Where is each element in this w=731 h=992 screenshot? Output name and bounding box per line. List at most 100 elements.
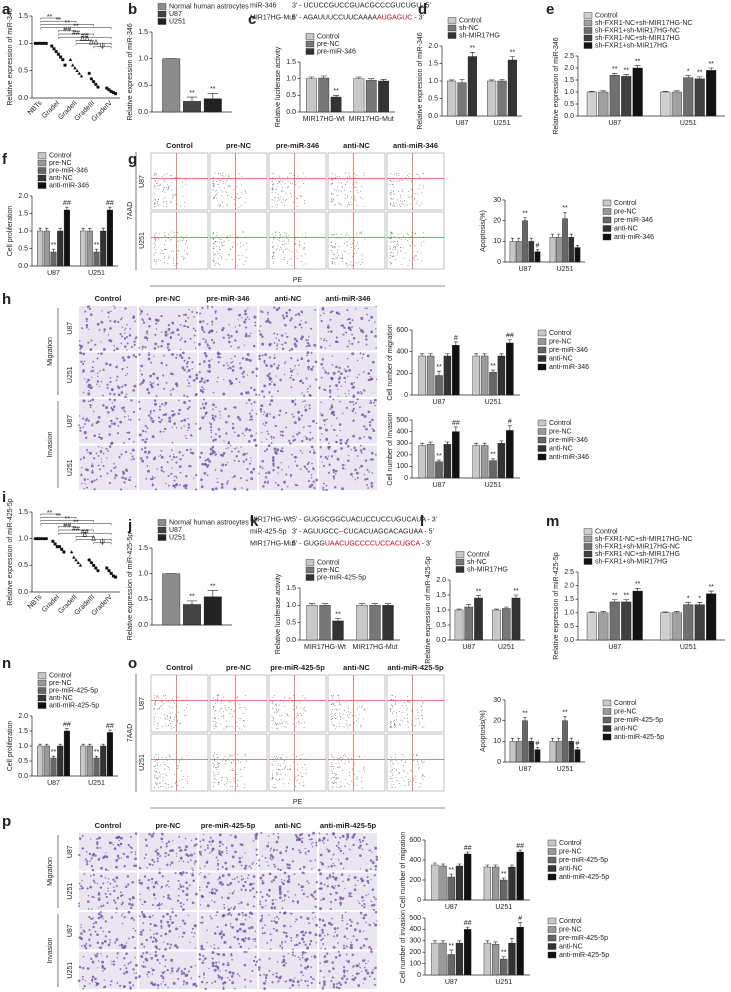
error-bar: [551, 738, 554, 741]
flow-event: [419, 721, 420, 722]
stained-cell: [271, 881, 273, 883]
stained-cell: [330, 311, 332, 313]
flow-event: [410, 781, 411, 782]
stained-cell: [207, 305, 209, 307]
stained-cell: [330, 377, 333, 380]
stained-cell: [151, 383, 153, 385]
stained-cell: [262, 874, 265, 877]
stained-cell: [276, 348, 278, 350]
stained-cell: [300, 320, 301, 321]
stained-cell: [91, 471, 94, 474]
stained-cell: [245, 458, 247, 460]
flow-event: [281, 715, 282, 716]
flow-event: [275, 205, 276, 206]
stained-cell: [238, 314, 241, 317]
flow-event: [241, 707, 242, 708]
stained-cell: [336, 336, 338, 338]
y-axis-label: Cell number of migration: [387, 324, 394, 400]
flow-event: [299, 724, 300, 725]
flow-event: [305, 254, 306, 255]
stained-cell: [205, 341, 207, 343]
stained-cell: [138, 879, 140, 881]
flow-event: [163, 206, 164, 207]
error-bar: [428, 442, 432, 444]
flow-event: [163, 202, 164, 203]
stained-cell: [279, 379, 282, 382]
stained-cell: [92, 896, 94, 898]
flow-event: [155, 702, 156, 703]
column-header: pre-miR-346: [276, 141, 319, 150]
sequence-part: UAACUGCCCCUCCACUGCA: [325, 540, 421, 547]
y-tick-label: 400: [409, 857, 421, 864]
stained-cell: [324, 424, 325, 425]
x-tick-label: U251: [494, 120, 511, 127]
stained-cell: [160, 888, 161, 889]
stained-cell: [194, 334, 196, 336]
flow-event: [154, 204, 155, 205]
flow-event: [186, 240, 187, 241]
flow-event: [224, 784, 225, 785]
panel-label: p: [2, 813, 11, 830]
stained-cell: [250, 434, 253, 437]
significance: ##: [106, 200, 114, 207]
flow-event: [392, 787, 393, 788]
stained-cell: [125, 886, 128, 889]
stained-cell: [354, 876, 357, 879]
flow-event: [214, 758, 215, 759]
flow-event: [295, 726, 296, 727]
flow-event: [393, 198, 394, 199]
bar: [481, 356, 488, 395]
flow-event: [217, 235, 218, 236]
flow-event: [229, 185, 230, 186]
stained-cell: [375, 869, 377, 871]
flow-event: [392, 184, 393, 185]
stained-cell: [220, 417, 221, 418]
flow-event: [213, 717, 214, 718]
flow-event: [283, 701, 284, 702]
stained-cell: [182, 908, 185, 911]
flow-event: [156, 264, 157, 265]
flow-event: [356, 720, 357, 721]
stained-cell: [227, 447, 229, 449]
stained-cell: [130, 907, 132, 909]
stained-cell: [245, 889, 247, 891]
legend-label: anti-miR-346: [614, 234, 654, 241]
flow-event: [174, 719, 175, 720]
flow-event: [355, 716, 356, 717]
stained-cell: [174, 487, 176, 489]
flow-event: [236, 722, 237, 723]
stained-cell: [210, 436, 212, 438]
stained-cell: [260, 903, 262, 905]
flow-event: [154, 173, 155, 174]
flow-event: [393, 190, 394, 191]
flow-event: [306, 769, 307, 770]
stained-cell: [248, 429, 251, 432]
stained-cell: [143, 439, 144, 440]
flow-event: [223, 716, 224, 717]
y-tick-label: 0.0: [428, 113, 438, 120]
stained-cell: [329, 385, 331, 387]
flow-event: [390, 724, 391, 725]
error-bar: [88, 228, 91, 231]
stained-cell: [83, 488, 84, 489]
stained-cell: [244, 309, 247, 312]
flow-event: [351, 202, 352, 203]
flow-event: [166, 717, 167, 718]
stained-cell: [173, 423, 175, 425]
stained-cell: [212, 414, 214, 416]
stained-cell: [126, 367, 128, 369]
stained-cell: [373, 402, 375, 404]
stained-cell: [359, 839, 361, 841]
stained-cell: [179, 484, 181, 486]
flow-event: [175, 715, 176, 716]
stained-cell: [188, 423, 190, 425]
legend-label: sh-FXR1+sh-MIR17HG: [595, 42, 668, 49]
flow-event: [162, 250, 163, 251]
flow-event: [179, 780, 180, 781]
flow-event: [411, 181, 412, 182]
stained-cell: [305, 854, 306, 855]
flow-event: [331, 762, 332, 763]
flow-event: [215, 724, 216, 725]
flow-event: [395, 757, 396, 758]
stained-cell: [165, 856, 167, 858]
